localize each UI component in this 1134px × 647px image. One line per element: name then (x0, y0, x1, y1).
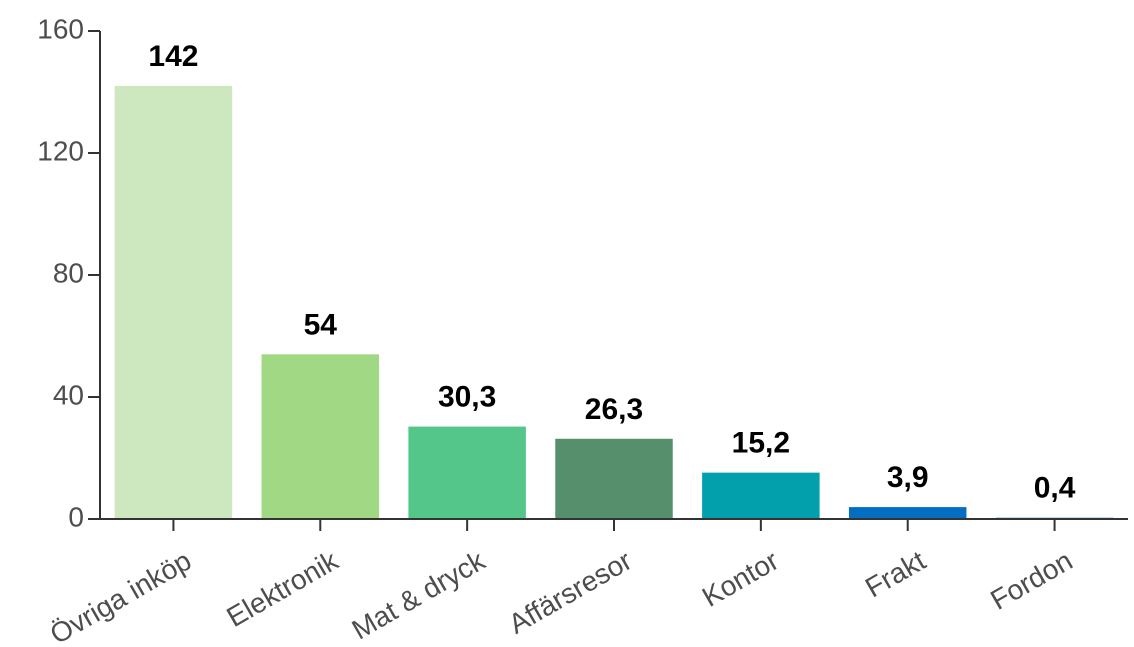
x-tick-label: Fordon (985, 545, 1077, 616)
x-tick-label: Mat & dryck (347, 544, 491, 645)
data-label: 54 (304, 308, 338, 341)
y-tick-label: 120 (37, 135, 84, 166)
x-tick-label: Affärsresor (503, 545, 637, 640)
x-tick-label: Elektronik (221, 544, 344, 633)
bar (114, 85, 233, 520)
data-label: 26,3 (585, 393, 643, 426)
y-axis: 0 40 80 120 160 (37, 13, 101, 532)
data-label: 30,3 (438, 381, 496, 414)
y-tick-label: 160 (37, 13, 84, 44)
x-axis: Övriga inköp Elektronik Mat & dryck Affärsr… (45, 518, 1128, 647)
data-label: 3,9 (887, 461, 929, 494)
bars: 142 54 30,3 26,3 15,2 3,9 0,4 (114, 40, 1114, 520)
x-tick-label: Frakt (860, 545, 931, 604)
bar (702, 472, 820, 519)
data-label: 0,4 (1034, 472, 1076, 505)
bar (408, 426, 526, 519)
x-tick-label: Övriga inköp (45, 545, 197, 647)
x-tick-label: Kontor (697, 545, 784, 613)
bar (555, 438, 673, 519)
y-tick-label: 80 (53, 257, 84, 288)
y-tick-label: 40 (53, 379, 84, 410)
bar (848, 507, 967, 519)
bar (261, 354, 380, 519)
data-label: 142 (148, 40, 198, 73)
y-tick-label: 0 (68, 501, 84, 532)
data-label: 15,2 (732, 427, 790, 460)
